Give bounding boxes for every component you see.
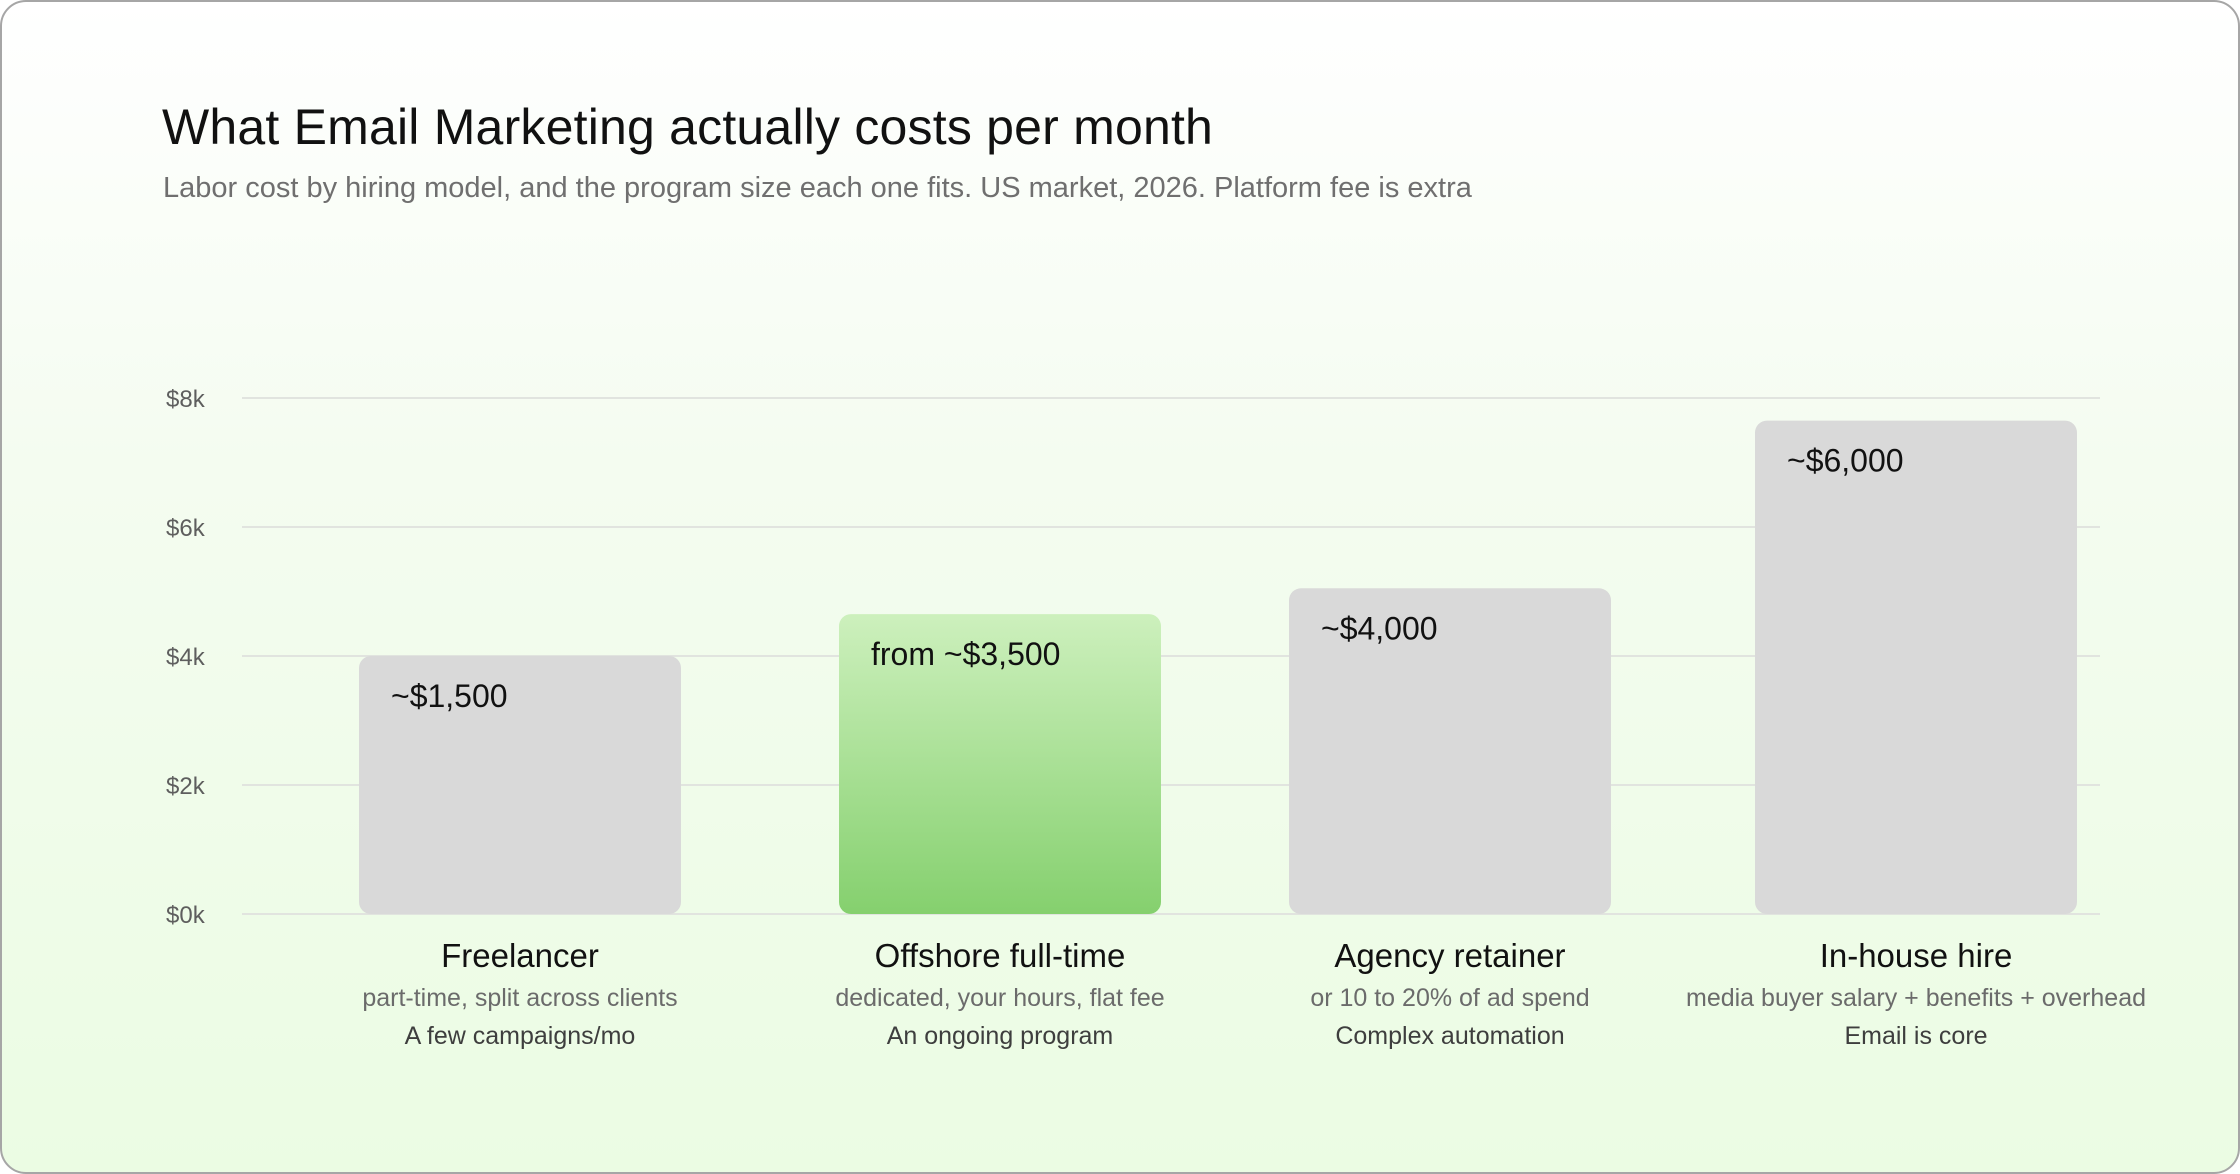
category-group: Freelancer part-time, split across client… (260, 936, 780, 1052)
x-tick-label: Freelancer (441, 937, 599, 974)
category-description: dedicated, your hours, flat fee (835, 984, 1165, 1012)
y-tick-label: $6k (166, 515, 206, 542)
bar-value-label: from ~$3,500 (871, 636, 1060, 672)
y-axis-ticks: $0k $2k $4k $6k $8k (166, 386, 206, 929)
x-tick-label: In-house hire (1819, 937, 2013, 974)
x-tick-label: Agency retainer (1334, 937, 1566, 974)
chart-subtitle: Labor cost by hiring model, and the prog… (163, 172, 1472, 204)
y-tick-label: $8k (166, 386, 206, 413)
bars (359, 420, 2077, 914)
y-tick-label: $2k (166, 773, 206, 800)
value-labels: ~$1,500 from ~$3,500 ~$4,000 ~$6,000 (391, 443, 1904, 714)
bar (359, 656, 681, 914)
x-tick-label: Offshore full-time (874, 937, 1126, 974)
bar (1755, 420, 2077, 914)
category-group: In-house hire media buyer salary + benefi… (1656, 936, 2176, 1052)
category-description: media buyer salary + benefits + overhead (1686, 984, 2146, 1012)
bar-value-label: ~$6,000 (1787, 443, 1904, 479)
category-description: or 10 to 20% of ad spend (1310, 984, 1590, 1012)
category-fit: Complex automation (1335, 1022, 1565, 1050)
bar-value-label: ~$1,500 (391, 678, 508, 714)
bar-value-label: ~$4,000 (1321, 610, 1438, 646)
category-fit: An ongoing program (886, 1022, 1114, 1050)
category-description: part-time, split across clients (362, 984, 678, 1012)
category-fit: Email is core (1844, 1022, 1988, 1050)
category-group: Agency retainer or 10 to 20% of ad spend C… (1190, 936, 1710, 1052)
y-tick-label: $4k (166, 644, 206, 671)
chart-title: What Email Marketing actually costs per … (162, 99, 1214, 155)
y-tick-label: $0k (166, 902, 206, 929)
bar-highlight (839, 614, 1161, 914)
category-group: Offshore full-time dedicated, your hours,… (740, 936, 1260, 1052)
bar (1289, 588, 1611, 914)
category-fit: A few campaigns/mo (404, 1022, 636, 1050)
